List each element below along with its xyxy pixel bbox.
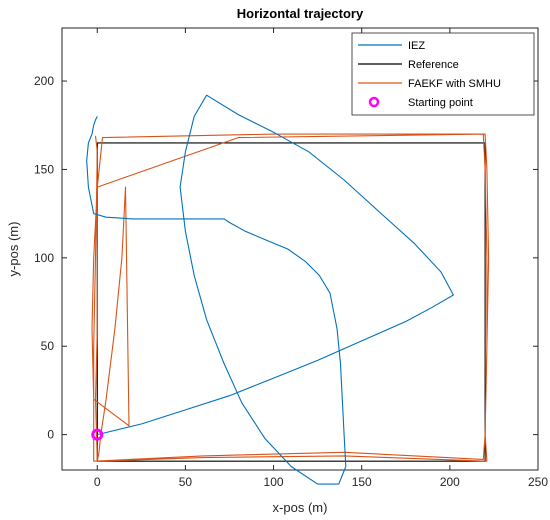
legend-swatch-starting-point (368, 96, 380, 108)
series-faekf-with-smhu-line (91, 133, 490, 462)
chart-title: Horizontal trajectory (237, 6, 364, 21)
x-axis-label: x-pos (m) (273, 500, 328, 515)
x-tick-label: 50 (179, 475, 193, 489)
x-tick-label: 150 (352, 475, 372, 489)
x-axis-ticks: 0 50 100 150 200 250 (94, 28, 548, 489)
series-iez-line (86, 94, 454, 485)
x-tick-label: 200 (440, 475, 460, 489)
y-tick-label: 150 (34, 162, 54, 176)
y-axis-label: y-pos (m) (6, 222, 21, 277)
legend-box (351, 32, 535, 116)
x-tick-label: 100 (264, 475, 284, 489)
series-lines (86, 94, 490, 485)
legend: IEZ Reference FAEKF with SMHU Starting poin… (351, 32, 535, 116)
y-tick-label: 50 (41, 339, 55, 353)
x-tick-label: 250 (528, 475, 548, 489)
legend-entry-reference: Reference (408, 59, 459, 71)
legend-entry-faekf-with-smhu: FAEKF with SMHU (408, 78, 501, 90)
x-tick-label: 0 (94, 475, 101, 489)
legend-entry-starting-point: Starting point (408, 97, 473, 109)
y-axis-ticks: 0 50 100 150 200 (34, 74, 538, 442)
series-starting-point-point (91, 428, 104, 441)
y-tick-label: 0 (47, 428, 54, 442)
legend-entry-iez: IEZ (408, 40, 425, 52)
y-tick-label: 100 (34, 251, 54, 265)
y-tick-label: 200 (34, 74, 54, 88)
